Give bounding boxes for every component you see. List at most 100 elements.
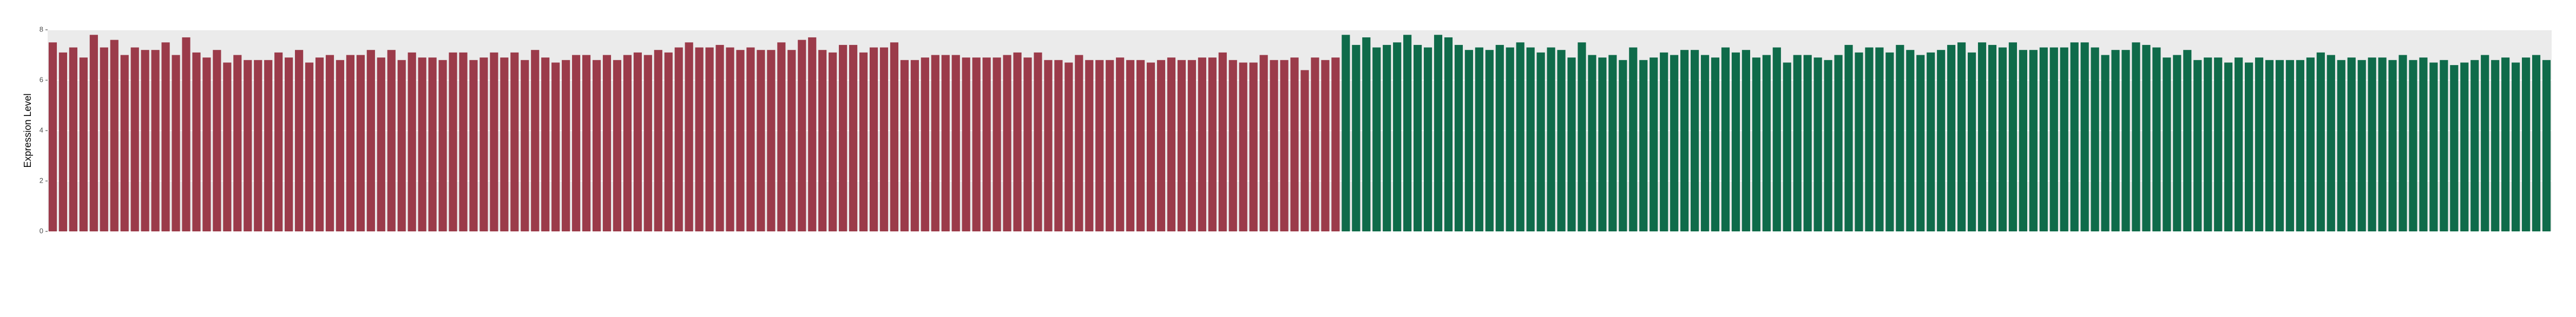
bar	[2183, 50, 2192, 231]
bar	[1075, 55, 1083, 231]
bar	[1208, 57, 1217, 232]
bar	[643, 55, 652, 231]
bar	[829, 52, 837, 231]
bar	[592, 60, 601, 232]
bar	[490, 52, 498, 231]
bar	[2235, 57, 2243, 232]
bar	[172, 55, 180, 231]
bar	[479, 57, 488, 232]
bar	[798, 40, 806, 231]
bar	[223, 62, 232, 231]
bar	[1044, 60, 1053, 232]
y-tick-label: 6	[40, 75, 43, 83]
bar	[1423, 47, 1432, 232]
bar	[120, 55, 129, 231]
y-tick-label: 8	[40, 25, 43, 33]
bar	[1136, 60, 1145, 232]
bar	[2378, 57, 2387, 232]
bar	[2450, 65, 2459, 231]
bar	[2245, 62, 2253, 231]
bar	[1772, 47, 1781, 232]
bar	[1834, 55, 1843, 231]
bar	[1475, 47, 1483, 232]
bar	[1444, 37, 1453, 231]
bar	[2091, 47, 2099, 232]
bar	[931, 55, 939, 231]
bar	[325, 55, 334, 231]
bar	[2173, 55, 2181, 231]
bar	[715, 44, 724, 232]
bar	[1516, 42, 1524, 231]
y-tick-label: 0	[40, 227, 43, 235]
bar	[1003, 55, 1011, 231]
bar	[910, 60, 919, 232]
bar	[2542, 60, 2551, 232]
bar	[602, 55, 612, 231]
bar	[1998, 47, 2007, 232]
bar	[859, 52, 868, 231]
bar	[264, 60, 273, 232]
bar	[438, 60, 447, 232]
bar	[1454, 44, 1463, 232]
bar	[1034, 52, 1042, 231]
bar	[2429, 62, 2438, 231]
bar	[777, 42, 786, 231]
bar	[613, 60, 622, 232]
bar	[1855, 52, 1863, 231]
bar	[1762, 55, 1771, 231]
y-tick-label: 4	[40, 126, 43, 134]
bar	[2388, 60, 2397, 232]
bar	[746, 47, 755, 232]
bar	[1670, 55, 1679, 231]
bar	[1629, 47, 1638, 232]
bar	[1485, 50, 1494, 231]
bar	[1906, 50, 1915, 231]
y-axis-label: Expression Level	[22, 93, 33, 167]
bar	[2501, 57, 2510, 232]
bar	[1619, 60, 1627, 232]
bar	[295, 50, 304, 231]
bar	[1218, 52, 1227, 231]
bar	[1495, 44, 1504, 232]
bar	[1711, 57, 1720, 232]
bar	[531, 50, 540, 231]
bar	[161, 42, 170, 231]
bar	[633, 52, 642, 231]
bar	[69, 47, 77, 232]
bar	[1383, 44, 1391, 232]
bar	[285, 57, 293, 232]
bar	[1608, 55, 1617, 231]
bar	[1228, 60, 1237, 232]
bar	[500, 57, 509, 232]
bar	[2285, 60, 2295, 232]
bar	[705, 47, 714, 232]
bar	[2255, 57, 2264, 232]
bar	[2060, 47, 2068, 232]
bar	[1177, 60, 1186, 232]
bar	[1372, 47, 1381, 232]
bar	[1885, 52, 1894, 231]
bar	[1064, 62, 1073, 231]
bar	[397, 60, 406, 232]
bar	[2163, 57, 2171, 232]
bar	[726, 47, 734, 232]
bar	[787, 50, 796, 231]
bar	[2532, 55, 2541, 231]
bar	[1331, 57, 1340, 232]
bar	[2440, 60, 2448, 232]
bar	[2039, 47, 2048, 232]
bar	[2029, 50, 2038, 231]
bar	[274, 52, 283, 231]
bar	[1464, 50, 1473, 231]
bar	[1824, 60, 1832, 232]
bar	[1362, 37, 1371, 231]
bar	[2481, 55, 2489, 231]
bar	[685, 42, 693, 231]
bar	[1198, 57, 1206, 232]
bar	[1731, 52, 1740, 231]
bar	[1947, 44, 1956, 232]
bar	[1742, 50, 1750, 231]
bar	[192, 52, 201, 231]
bar	[521, 60, 529, 232]
